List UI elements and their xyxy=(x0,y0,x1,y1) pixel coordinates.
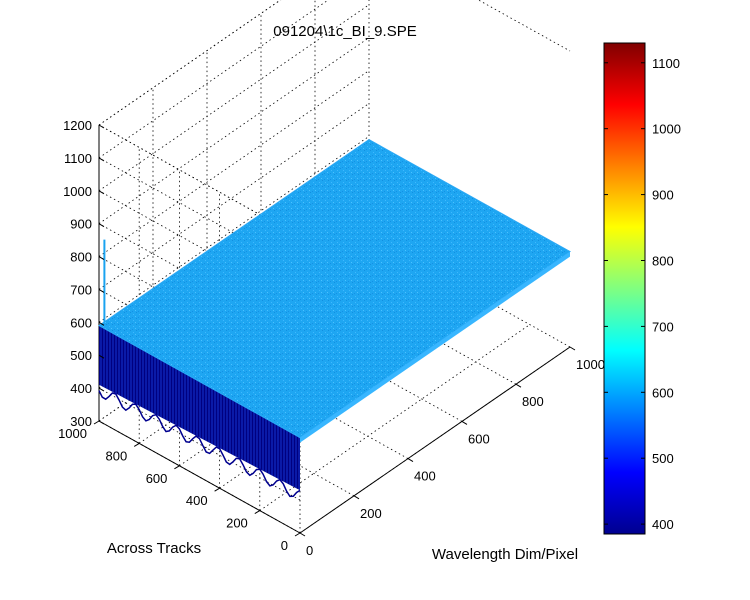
y-tick-mark xyxy=(133,442,140,447)
x-tick-label: 0 xyxy=(306,543,313,558)
grid-line xyxy=(98,37,370,224)
axis-line xyxy=(299,346,571,534)
x-tick-mark xyxy=(353,495,360,500)
y-tick-mark xyxy=(294,532,301,537)
colorbar-tick-label: 800 xyxy=(652,253,674,268)
y-tick-mark xyxy=(174,465,180,470)
z-tick-mark xyxy=(98,223,105,228)
x-tick-label: 400 xyxy=(414,469,436,484)
x-axis-ticks: 0 200 400 600 800 1000 xyxy=(299,346,605,558)
z-tick-label: 500 xyxy=(70,348,92,363)
z-tick-label: 1000 xyxy=(63,184,92,199)
x-axis-label: Wavelength Dim/Pixel xyxy=(432,546,578,563)
x-tick-label: 1000 xyxy=(576,357,605,372)
z-tick-label: 800 xyxy=(70,250,92,265)
grid-line xyxy=(98,136,370,323)
y-tick-label: 400 xyxy=(186,493,208,508)
y-axis-ticks: 0 200 400 600 800 1000 xyxy=(58,420,301,553)
y-tick-label: 200 xyxy=(226,516,248,531)
z-tick-label: 1200 xyxy=(63,118,92,133)
y-tick-label: 600 xyxy=(146,471,168,486)
grid-line xyxy=(259,324,531,511)
colorbar-tick-label: 900 xyxy=(652,188,674,203)
colorbar-tick-label: 400 xyxy=(652,517,674,532)
x-tick-mark xyxy=(407,458,414,463)
x-tick-label: 600 xyxy=(468,431,490,446)
y-tick-label: 0 xyxy=(281,538,288,553)
z-tick-mark xyxy=(98,387,105,392)
box-edge xyxy=(98,0,282,126)
z-tick-label: 400 xyxy=(70,381,92,396)
x-tick-mark xyxy=(299,532,306,537)
z-tick-mark xyxy=(98,157,105,162)
x-tick-mark xyxy=(515,383,522,388)
colorbar-tick-label: 700 xyxy=(652,319,674,334)
x-tick-mark xyxy=(569,346,576,351)
y-tick-mark xyxy=(254,510,261,515)
z-tick-mark xyxy=(98,190,105,195)
z-tick-mark xyxy=(98,354,105,359)
z-tick-label: 300 xyxy=(70,414,92,429)
y-tick-label: 1000 xyxy=(58,426,87,441)
colorbar-tick-label: 1100 xyxy=(652,56,680,71)
y-tick-mark xyxy=(93,420,100,425)
z-tick-mark xyxy=(98,420,105,425)
surface-group xyxy=(98,139,571,498)
z-tick-mark xyxy=(98,321,105,326)
y-tick-mark xyxy=(214,487,220,492)
z-tick-label: 900 xyxy=(70,217,92,232)
colorbar-tick-label: 1000 xyxy=(652,122,681,137)
grid-line xyxy=(98,103,370,290)
colorbar-tick-label: 500 xyxy=(652,451,674,466)
z-tick-label: 1100 xyxy=(64,151,92,166)
colorbar: 400 500 600 700 800 900 1000 1100 xyxy=(603,42,681,535)
z-tick-label: 600 xyxy=(70,315,92,330)
axis-line xyxy=(98,420,301,534)
y-tick-label: 800 xyxy=(105,448,127,463)
z-tick-mark xyxy=(98,124,105,129)
x-tick-label: 200 xyxy=(360,506,382,521)
colorbar-gradient xyxy=(603,42,646,535)
grid-line xyxy=(98,0,282,126)
surface-front-edge xyxy=(300,251,570,443)
y-axis-label: Across Tracks xyxy=(107,540,201,557)
x-tick-label: 800 xyxy=(522,394,544,409)
colorbar-tick-label: 600 xyxy=(652,385,674,400)
z-tick-mark xyxy=(98,289,105,293)
z-tick-label: 700 xyxy=(70,282,92,297)
z-tick-mark xyxy=(98,256,105,260)
surface-side-face xyxy=(99,325,300,491)
grid-line xyxy=(98,0,329,159)
surface-edge-noise xyxy=(98,390,301,498)
grid-line xyxy=(98,4,370,192)
chart-title: 091204\1c_BI_9.SPE xyxy=(273,23,416,40)
z-axis-ticks: 300 400 500 600 700 800 900 1000 1100 1200 xyxy=(63,118,105,429)
grid-line xyxy=(98,70,370,257)
x-tick-mark xyxy=(461,420,468,425)
